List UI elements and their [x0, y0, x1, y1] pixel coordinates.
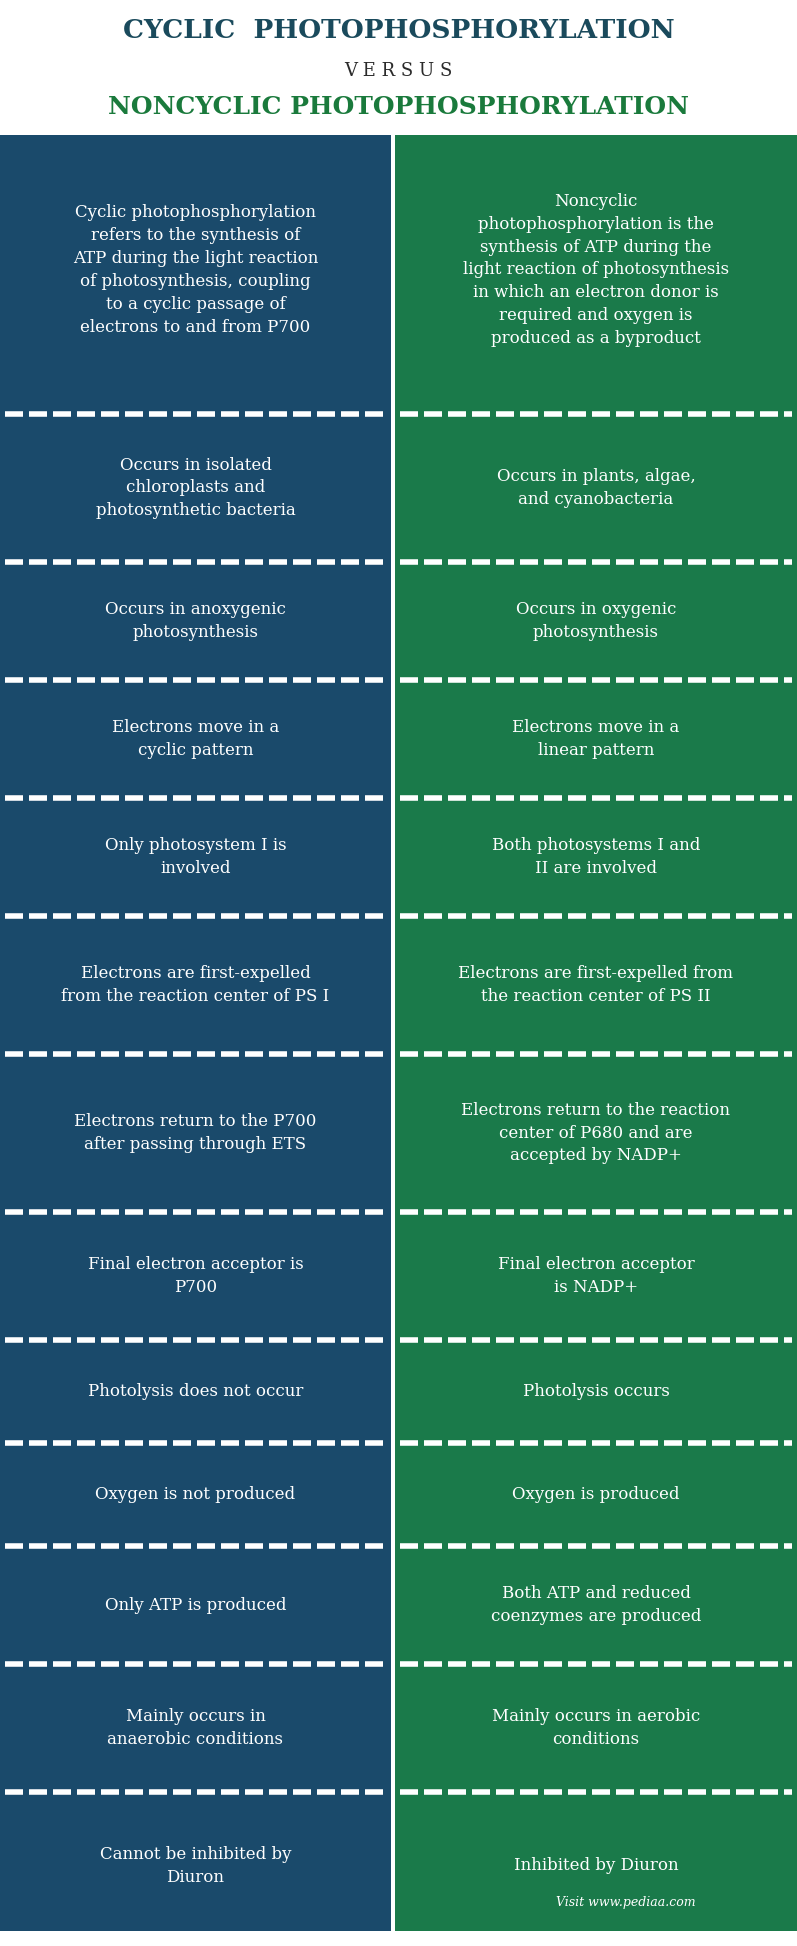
Bar: [0, 1045, 391, 1063]
Bar: [395, 1452, 797, 1537]
Bar: [395, 1349, 797, 1434]
Text: Noncyclic
photophosphorylation is the
synthesis of ATP during the
light reaction: Noncyclic photophosphorylation is the sy…: [463, 193, 729, 346]
Bar: [395, 1654, 797, 1674]
Bar: [395, 1331, 797, 1349]
Bar: [0, 1555, 391, 1654]
Bar: [0, 788, 391, 808]
Bar: [395, 422, 797, 553]
Text: Final electron acceptor
is NADP+: Final electron acceptor is NADP+: [497, 1255, 694, 1296]
Text: Oxygen is not produced: Oxygen is not produced: [96, 1487, 296, 1502]
Text: Mainly occurs in
anaerobic conditions: Mainly occurs in anaerobic conditions: [108, 1709, 284, 1748]
Bar: [0, 1203, 391, 1220]
Bar: [0, 1783, 391, 1800]
Bar: [0, 1800, 391, 1930]
Text: Both ATP and reduced
coenzymes are produced: Both ATP and reduced coenzymes are produ…: [491, 1586, 701, 1625]
Bar: [0, 1674, 391, 1783]
Bar: [0, 1063, 391, 1203]
Bar: [395, 553, 797, 570]
Bar: [395, 1783, 797, 1800]
Bar: [395, 808, 797, 907]
Bar: [0, 1452, 391, 1537]
Bar: [395, 405, 797, 422]
Bar: [395, 1063, 797, 1203]
Bar: [395, 924, 797, 1045]
Bar: [0, 1537, 391, 1555]
Text: Both photosystems I and
II are involved: Both photosystems I and II are involved: [492, 837, 701, 878]
Bar: [0, 1349, 391, 1434]
Text: Occurs in plants, algae,
and cyanobacteria: Occurs in plants, algae, and cyanobacter…: [497, 469, 695, 508]
Text: Cannot be inhibited by
Diuron: Cannot be inhibited by Diuron: [100, 1847, 291, 1886]
Text: Electrons are first-expelled
from the reaction center of PS I: Electrons are first-expelled from the re…: [61, 965, 330, 1004]
Text: Occurs in anoxygenic
photosynthesis: Occurs in anoxygenic photosynthesis: [105, 601, 286, 640]
Text: NONCYCLIC PHOTOPHOSPHORYLATION: NONCYCLIC PHOTOPHOSPHORYLATION: [108, 95, 689, 119]
Text: Electrons move in a
linear pattern: Electrons move in a linear pattern: [512, 720, 680, 759]
Text: Inhibited by Diuron: Inhibited by Diuron: [514, 1858, 678, 1874]
Bar: [0, 134, 391, 405]
Text: Cyclic photophosphorylation
refers to the synthesis of
ATP during the light reac: Cyclic photophosphorylation refers to th…: [73, 204, 318, 335]
Text: Mainly occurs in aerobic
conditions: Mainly occurs in aerobic conditions: [492, 1709, 700, 1748]
Text: Only ATP is produced: Only ATP is produced: [104, 1596, 286, 1613]
Text: Final electron acceptor is
P700: Final electron acceptor is P700: [88, 1255, 304, 1296]
Text: Electrons return to the P700
after passing through ETS: Electrons return to the P700 after passi…: [74, 1113, 316, 1152]
Text: Electrons move in a
cyclic pattern: Electrons move in a cyclic pattern: [112, 720, 279, 759]
Text: Occurs in oxygenic
photosynthesis: Occurs in oxygenic photosynthesis: [516, 601, 676, 640]
Bar: [0, 924, 391, 1045]
Bar: [0, 671, 391, 689]
Bar: [0, 1654, 391, 1674]
Text: CYCLIC  PHOTOPHOSPHORYLATION: CYCLIC PHOTOPHOSPHORYLATION: [123, 18, 674, 43]
Bar: [0, 553, 391, 570]
Bar: [0, 907, 391, 924]
Bar: [395, 1203, 797, 1220]
Bar: [395, 1220, 797, 1331]
Bar: [395, 788, 797, 808]
Bar: [395, 1555, 797, 1654]
Bar: [0, 808, 391, 907]
Bar: [0, 1331, 391, 1349]
Bar: [395, 1800, 797, 1930]
Bar: [395, 1434, 797, 1452]
Text: Electrons are first-expelled from
the reaction center of PS II: Electrons are first-expelled from the re…: [458, 965, 733, 1004]
Bar: [395, 1045, 797, 1063]
Text: Electrons return to the reaction
center of P680 and are
accepted by NADP+: Electrons return to the reaction center …: [461, 1101, 731, 1164]
Bar: [395, 134, 797, 405]
Text: Occurs in isolated
chloroplasts and
photosynthetic bacteria: Occurs in isolated chloroplasts and phot…: [96, 457, 296, 520]
Bar: [395, 1674, 797, 1783]
Text: Only photosystem I is
involved: Only photosystem I is involved: [104, 837, 286, 878]
Bar: [395, 570, 797, 671]
Text: Photolysis occurs: Photolysis occurs: [523, 1384, 669, 1399]
Bar: [0, 1434, 391, 1452]
Text: Visit www.pediaa.com: Visit www.pediaa.com: [556, 1895, 696, 1909]
Bar: [395, 1537, 797, 1555]
Bar: [0, 689, 391, 788]
Bar: [0, 405, 391, 422]
Text: Photolysis does not occur: Photolysis does not occur: [88, 1384, 303, 1399]
Text: V E R S U S: V E R S U S: [344, 62, 453, 80]
Bar: [395, 689, 797, 788]
Bar: [0, 570, 391, 671]
Bar: [395, 671, 797, 689]
Bar: [0, 422, 391, 553]
Bar: [0, 1220, 391, 1331]
Bar: [395, 907, 797, 924]
Text: Oxygen is produced: Oxygen is produced: [512, 1487, 680, 1502]
